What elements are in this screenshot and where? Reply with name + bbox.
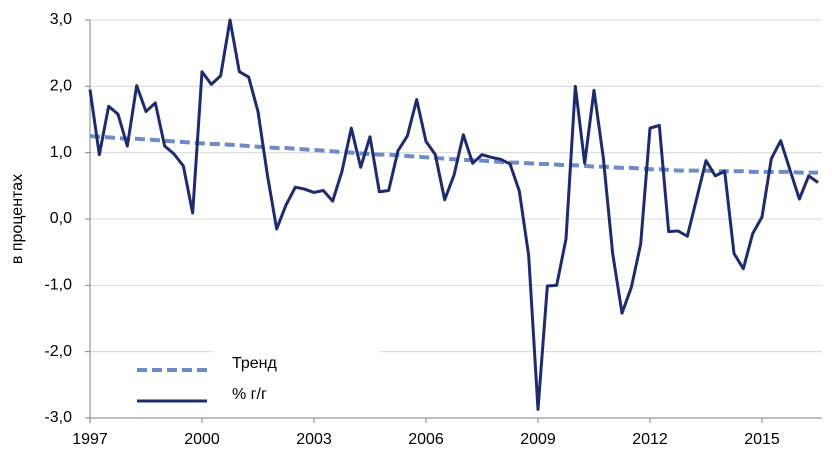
x-tick-label: 1997 [72,431,108,448]
x-tick-label: 2009 [520,431,556,448]
series-line [89,134,818,175]
y-tick-label: -3,0 [44,409,72,426]
y-tick-label: 3,0 [50,11,72,28]
y-tick-label: 1,0 [50,144,72,161]
y-tick-label: -1,0 [44,277,72,294]
y-axis-label: в процентах [9,174,26,264]
y-tick-label: 2,0 [50,78,72,95]
legend-box [213,345,380,417]
x-tick-label: 2012 [632,431,668,448]
x-tick-label: 2003 [296,431,332,448]
x-tick-label: 2006 [408,431,444,448]
x-tick-label: 2000 [184,431,220,448]
series-line [88,18,819,411]
x-tick-label: 2015 [744,431,780,448]
legend-label: Тренд [232,355,278,372]
y-tick-label: -2,0 [44,343,72,360]
y-tick-label: 0,0 [50,210,72,227]
legend-label: % г/г [232,386,267,403]
